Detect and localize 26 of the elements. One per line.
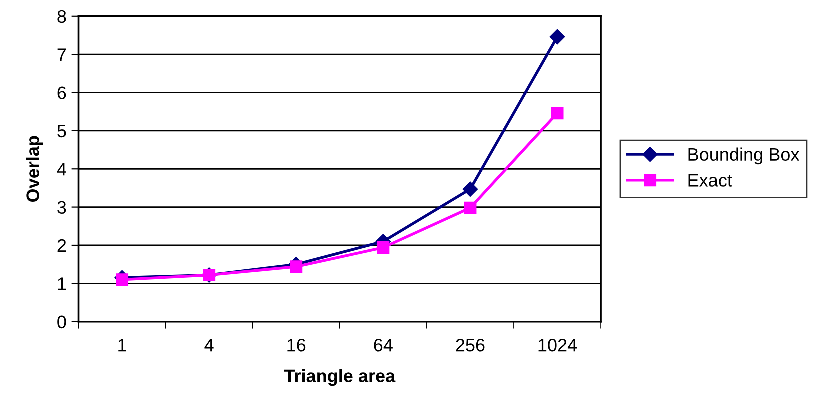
x-tick-label: 4 xyxy=(204,339,214,352)
legend-label: Exact xyxy=(688,174,732,187)
point xyxy=(551,107,564,120)
y-tick-label: 4 xyxy=(57,163,66,176)
y-tick-label: 8 xyxy=(58,10,66,24)
x-tick-label: 64 xyxy=(374,338,393,352)
y-tick-label: 2 xyxy=(58,239,66,252)
y-tick-label: 0 xyxy=(58,316,66,329)
point xyxy=(290,260,303,274)
point xyxy=(116,274,129,286)
x-axis-title: Triangle area xyxy=(284,369,396,386)
y-axis-title: Overlap xyxy=(26,136,44,202)
x-tick-label: 16 xyxy=(288,338,306,352)
y-tick-label: 6 xyxy=(58,86,66,100)
x-tick-label: 256 xyxy=(456,338,485,352)
point xyxy=(464,202,477,214)
x-tick-label: 1024 xyxy=(538,338,578,352)
y-tick-label: 7 xyxy=(58,48,66,62)
point xyxy=(550,29,566,45)
point xyxy=(377,242,390,254)
y-tick-label: 3 xyxy=(58,201,66,214)
legend-label: Bounding Box xyxy=(688,148,800,165)
x-tick-label: 1 xyxy=(118,339,126,352)
point xyxy=(462,182,478,197)
y-tick-label: 1 xyxy=(58,278,66,290)
y-tick-label: 5 xyxy=(58,125,66,138)
